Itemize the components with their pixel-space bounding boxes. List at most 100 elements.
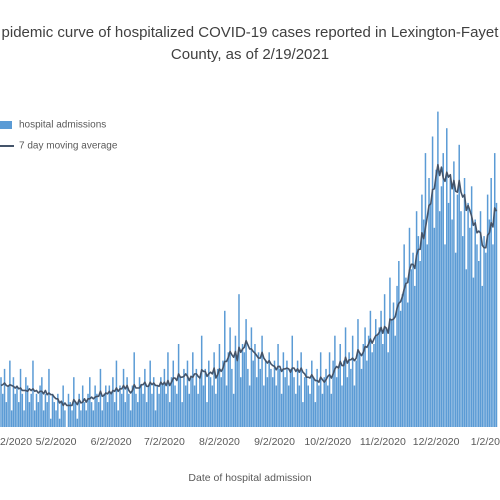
legend-label: hospital admissions	[19, 120, 106, 131]
bar	[479, 211, 482, 427]
bar	[367, 335, 370, 427]
bar	[119, 385, 121, 427]
bar	[106, 402, 109, 427]
bar	[46, 402, 48, 427]
bar	[398, 261, 400, 427]
bar	[318, 385, 320, 427]
bar	[495, 202, 498, 427]
bar	[252, 360, 254, 427]
bar	[80, 410, 82, 427]
bar	[103, 393, 105, 427]
bar	[227, 352, 230, 427]
bar	[385, 327, 388, 427]
bar	[57, 393, 59, 427]
bar	[206, 402, 208, 427]
bar	[25, 377, 27, 427]
bar	[259, 368, 262, 427]
bar	[53, 402, 56, 427]
bar	[184, 385, 187, 427]
bar	[64, 410, 66, 427]
bar	[481, 285, 484, 427]
bar	[81, 385, 84, 427]
bar	[92, 410, 95, 427]
bar	[215, 393, 217, 427]
bar	[71, 410, 73, 427]
bar	[112, 377, 114, 427]
bar	[412, 252, 414, 427]
bar	[291, 335, 294, 427]
bar	[357, 319, 359, 427]
bar	[287, 385, 290, 427]
bar	[7, 385, 9, 427]
bar	[458, 144, 460, 428]
bar	[446, 128, 448, 427]
bar	[35, 393, 38, 427]
bar	[284, 377, 286, 427]
bar	[131, 385, 134, 427]
bar	[339, 344, 341, 427]
bar	[387, 352, 389, 427]
bar	[485, 252, 487, 427]
bar	[483, 236, 485, 427]
plot-area	[0, 111, 498, 428]
bar	[309, 393, 311, 427]
bar	[440, 186, 443, 427]
bar	[371, 352, 373, 427]
bar	[488, 219, 491, 427]
bar	[401, 294, 404, 427]
bar	[453, 161, 455, 427]
bar	[334, 335, 336, 427]
bar	[211, 385, 214, 427]
x-tick-label: 10/2/2020	[304, 436, 351, 448]
bar	[390, 319, 393, 427]
bar	[490, 178, 492, 427]
chart-title: pidemic curve of hospitalized COVID-19 c…	[2, 24, 500, 41]
bar	[383, 294, 386, 427]
legend-swatch	[0, 121, 12, 129]
bar	[138, 377, 141, 427]
bar	[257, 352, 260, 427]
bar	[76, 418, 79, 427]
bar	[460, 211, 462, 427]
bar	[476, 244, 478, 427]
bar	[406, 302, 409, 427]
bar	[493, 153, 496, 427]
bar	[172, 360, 175, 427]
bar	[124, 402, 127, 427]
bar	[392, 302, 395, 427]
bar	[462, 236, 464, 427]
bar	[248, 385, 251, 427]
bar	[85, 410, 87, 427]
bar	[302, 402, 304, 427]
bar	[163, 368, 166, 427]
bar	[279, 368, 281, 427]
bar	[147, 385, 150, 427]
bar	[355, 360, 357, 427]
bar	[208, 360, 210, 427]
bar	[105, 385, 107, 427]
bar	[0, 377, 2, 427]
bar	[149, 360, 151, 427]
bar	[282, 352, 285, 427]
bar	[403, 244, 405, 427]
bar	[474, 219, 476, 427]
bar	[195, 368, 198, 427]
bar	[177, 344, 180, 427]
bar	[193, 385, 196, 427]
bar	[229, 327, 231, 427]
bar	[245, 319, 247, 427]
bar	[128, 393, 130, 427]
bar	[49, 418, 52, 427]
bar	[213, 352, 215, 427]
bar	[174, 385, 176, 427]
bar	[465, 269, 468, 427]
bar	[231, 368, 233, 427]
bar	[344, 327, 347, 427]
bar	[431, 136, 434, 427]
x-tick-label: 1/2/20	[471, 436, 500, 448]
bar	[295, 393, 297, 427]
bar	[328, 352, 331, 427]
bar	[51, 393, 54, 427]
bar	[140, 385, 143, 427]
